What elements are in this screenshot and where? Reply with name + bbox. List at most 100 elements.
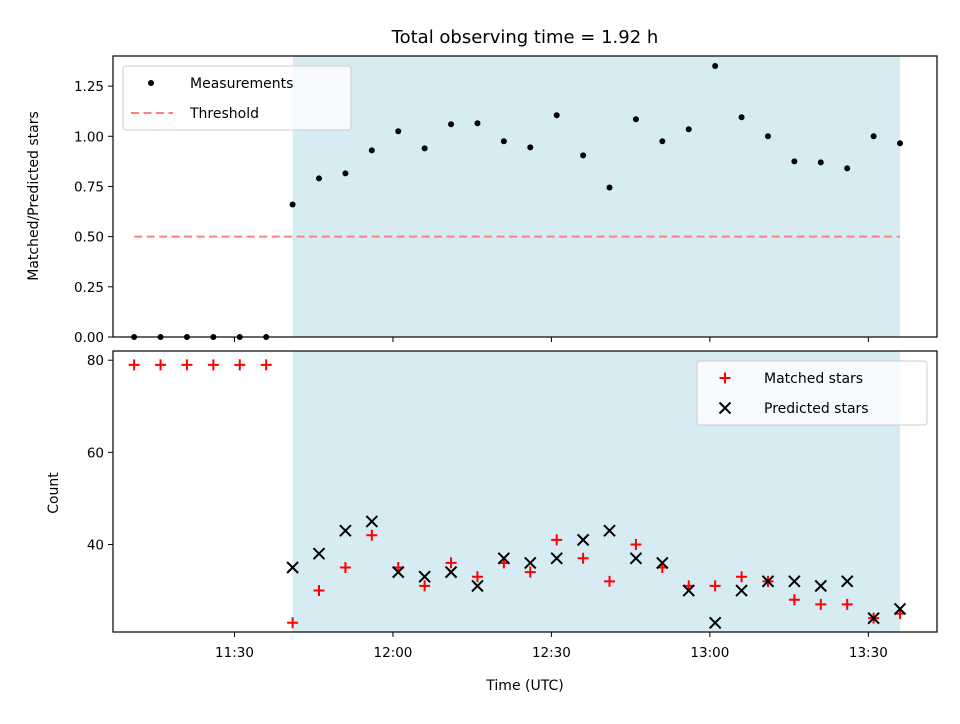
bottom-matched-stars-point <box>604 575 616 587</box>
bottom-predicted-stars-point <box>867 611 880 625</box>
bottom-predicted-stars-point <box>840 575 854 588</box>
bottom-y-tick-label: 40 <box>87 537 104 553</box>
top-measurements-point <box>791 158 798 165</box>
bottom-matched-stars-point <box>815 598 827 610</box>
bottom-matched-stars-point <box>234 359 246 371</box>
bottom-matched-stars-point <box>155 359 167 371</box>
top-measurements-point <box>395 128 402 135</box>
bottom-legend-marker <box>719 372 731 384</box>
bottom-predicted-stars-point <box>788 575 801 588</box>
bottom-predicted-stars-point <box>365 515 379 528</box>
bottom-predicted-stars-point <box>629 552 643 565</box>
bottom-predicted-stars-point <box>550 552 563 565</box>
bottom-matched-stars-point <box>181 359 193 371</box>
top-y-tick-label: 0.50 <box>74 230 104 246</box>
top-measurements-point <box>606 184 613 191</box>
top-legend-box <box>122 65 352 131</box>
top-measurements-point <box>448 121 455 128</box>
top-measurements-point <box>527 144 534 151</box>
top-measurements-point <box>289 201 296 208</box>
bottom-legend-label: Predicted stars <box>764 401 869 417</box>
bottom-predicted-stars-point <box>339 524 352 537</box>
top-legend: Measurements Threshold <box>122 65 352 131</box>
top-measurements-point <box>764 133 771 140</box>
top-shaded-span <box>292 56 901 337</box>
top-measurements-point <box>844 165 851 172</box>
top-measurements-point <box>368 147 375 154</box>
bottom-x-tick-label: 12:00 <box>373 645 412 661</box>
bottom-predicted-stars-point <box>471 579 484 593</box>
bottom-matched-stars-point <box>788 594 800 606</box>
bottom-matched-stars-point <box>339 562 351 574</box>
bottom-matched-stars-point <box>287 617 299 629</box>
top-y-tick-label: 1.00 <box>74 129 104 145</box>
chart-title: Total observing time = 1.92 h <box>391 27 659 48</box>
bottom-matched-stars-point <box>630 538 642 550</box>
bottom-predicted-stars-point <box>893 602 907 616</box>
bottom-y-tick-label: 60 <box>87 445 104 461</box>
bottom-predicted-stars-point <box>656 556 669 570</box>
top-measurements-point <box>817 159 824 166</box>
bottom-matched-stars-point <box>419 580 431 592</box>
top-measurements-point <box>580 152 587 159</box>
bottom-predicted-stars-point <box>418 570 431 583</box>
bottom-predicted-stars-point <box>576 533 590 547</box>
top-y-tick-label: 1.25 <box>74 79 104 95</box>
top-measurements-point <box>474 120 481 127</box>
bottom-predicted-stars-point <box>603 524 616 537</box>
bottom-axes-frame <box>112 350 938 633</box>
bottom-y-tick-label: 80 <box>87 353 104 369</box>
top-measurements-point <box>421 145 428 152</box>
bottom-matched-stars-point <box>471 571 483 583</box>
bottom-predicted-stars-point <box>444 565 458 579</box>
top-measurements-point <box>685 126 692 133</box>
top-y-tick-label: 0.25 <box>74 280 104 296</box>
bottom-y-axis-label: Count <box>46 472 62 514</box>
bottom-predicted-stars-point <box>814 579 828 593</box>
bottom-matched-stars-point <box>524 566 536 578</box>
top-measurements-point <box>897 140 904 147</box>
bottom-predicted-stars-point <box>682 584 695 597</box>
bottom-predicted-stars-point <box>761 575 775 588</box>
top-measurements-point <box>738 114 745 121</box>
bottom-x-tick-label: 12:30 <box>532 645 571 661</box>
bottom-matched-stars-point <box>709 580 721 592</box>
bottom-panel: 40 60 80 11:30 12:00 12:30 13:00 13:30 Matched s… <box>87 350 938 661</box>
bottom-predicted-stars-point <box>286 561 299 574</box>
bottom-legend-box <box>696 360 928 426</box>
top-measurements-point <box>632 116 639 123</box>
bottom-legend-marker <box>718 401 732 415</box>
bottom-predicted-stars-point <box>708 616 722 629</box>
bottom-predicted-stars-point <box>497 552 511 565</box>
bottom-x-tick-label: 11:30 <box>215 645 254 661</box>
bottom-matched-stars-point <box>445 557 457 569</box>
bottom-matched-stars-point <box>841 598 853 610</box>
top-measurements-point <box>712 63 719 70</box>
top-legend-label: Threshold <box>189 106 259 122</box>
top-y-tick-label: 0.75 <box>74 179 104 195</box>
top-measurements-point <box>342 170 349 177</box>
bottom-matched-stars-point <box>128 359 140 371</box>
bottom-legend: Matched stars Predicted stars <box>696 360 928 426</box>
bottom-matched-stars-point <box>736 571 748 583</box>
bottom-predicted-stars-point <box>524 556 537 570</box>
top-measurements-point <box>500 138 507 145</box>
top-measurements-point <box>316 175 322 182</box>
top-legend-label: Measurements <box>190 76 293 92</box>
bottom-legend-label: Matched stars <box>764 371 863 387</box>
bottom-matched-stars-point <box>551 534 563 546</box>
x-axis-label: Time (UTC) <box>485 678 563 694</box>
top-measurements-point <box>553 112 560 119</box>
top-legend-marker <box>148 80 154 86</box>
bottom-predicted-stars-point <box>735 584 748 597</box>
bottom-matched-stars-point <box>366 529 378 541</box>
top-measurements-point <box>659 138 666 145</box>
bottom-matched-stars-point <box>577 552 589 564</box>
bottom-matched-stars-point <box>260 359 272 371</box>
bottom-x-tick-label: 13:30 <box>849 645 888 661</box>
top-axes-frame <box>112 55 938 338</box>
bottom-predicted-stars-point <box>392 565 405 579</box>
bottom-matched-stars-point <box>313 585 325 597</box>
bottom-matched-stars-point <box>207 359 219 371</box>
